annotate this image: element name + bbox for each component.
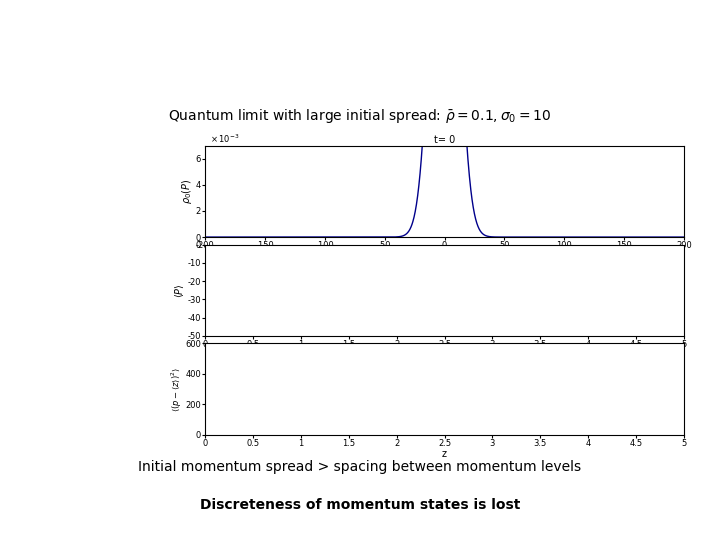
- Text: Quantum limit with large initial spread: $\bar{\rho} = 0.1, \sigma_0 = 10$: Quantum limit with large initial spread:…: [168, 107, 552, 125]
- Text: Initial momentum spread > spacing between momentum levels: Initial momentum spread > spacing betwee…: [138, 460, 582, 474]
- Title: t= 0: t= 0: [434, 135, 455, 145]
- Text: $\times\,10^{-3}$: $\times\,10^{-3}$: [210, 132, 239, 145]
- Y-axis label: $\langle P \rangle$: $\langle P \rangle$: [173, 283, 186, 298]
- X-axis label: z: z: [442, 350, 447, 360]
- X-axis label: P: P: [441, 252, 448, 261]
- X-axis label: z: z: [442, 449, 447, 459]
- Text: Spontaneous Emission Model – Momentum Evolution: Spontaneous Emission Model – Momentum Ev…: [50, 21, 670, 41]
- Y-axis label: $\rho_0(P)$: $\rho_0(P)$: [180, 179, 194, 204]
- Text: Discreteness of momentum states is lost: Discreteness of momentum states is lost: [200, 498, 520, 512]
- Y-axis label: $\langle (p-\langle z \rangle)^2 \rangle$: $\langle (p-\langle z \rangle)^2 \rangle…: [169, 367, 184, 411]
